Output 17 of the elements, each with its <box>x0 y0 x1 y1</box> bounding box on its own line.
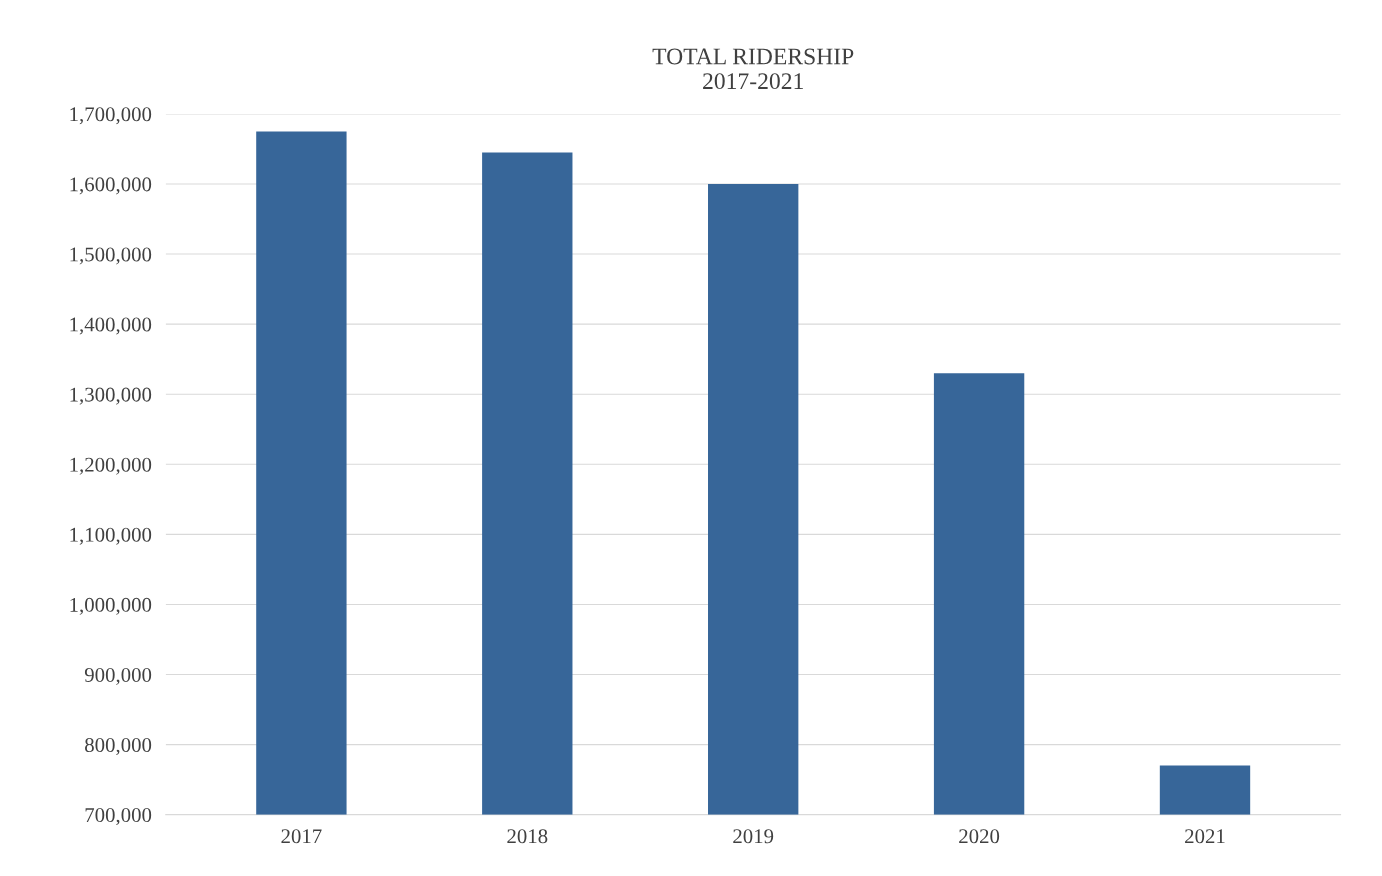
y-tick-label: 900,000 <box>84 667 152 685</box>
y-tick-label: 700,000 <box>85 808 152 826</box>
chart-title: TOTAL RIDERSHIP 2017-2021 <box>652 48 854 90</box>
y-tick-label: 1,300,000 <box>70 387 152 405</box>
x-tick-label: 2021 <box>1185 829 1225 844</box>
y-tick-label: 1,200,000 <box>70 457 152 475</box>
y-tick-label: 1,000,000 <box>70 597 152 615</box>
x-tick-label: 2020 <box>959 829 1000 844</box>
y-tick-label: 1,600,000 <box>70 177 152 195</box>
y-tick-label: 1,100,000 <box>70 527 152 545</box>
x-tick-label: 2019 <box>733 829 774 844</box>
y-tick-label: 1,400,000 <box>70 317 152 335</box>
y-tick-label: 1,700,000 <box>70 107 152 125</box>
x-tick-label: 2017 <box>281 829 322 844</box>
y-tick-label: 1,500,000 <box>70 247 152 265</box>
x-tick-label: 2018 <box>507 829 548 844</box>
y-tick-label: 800,000 <box>85 737 152 756</box>
